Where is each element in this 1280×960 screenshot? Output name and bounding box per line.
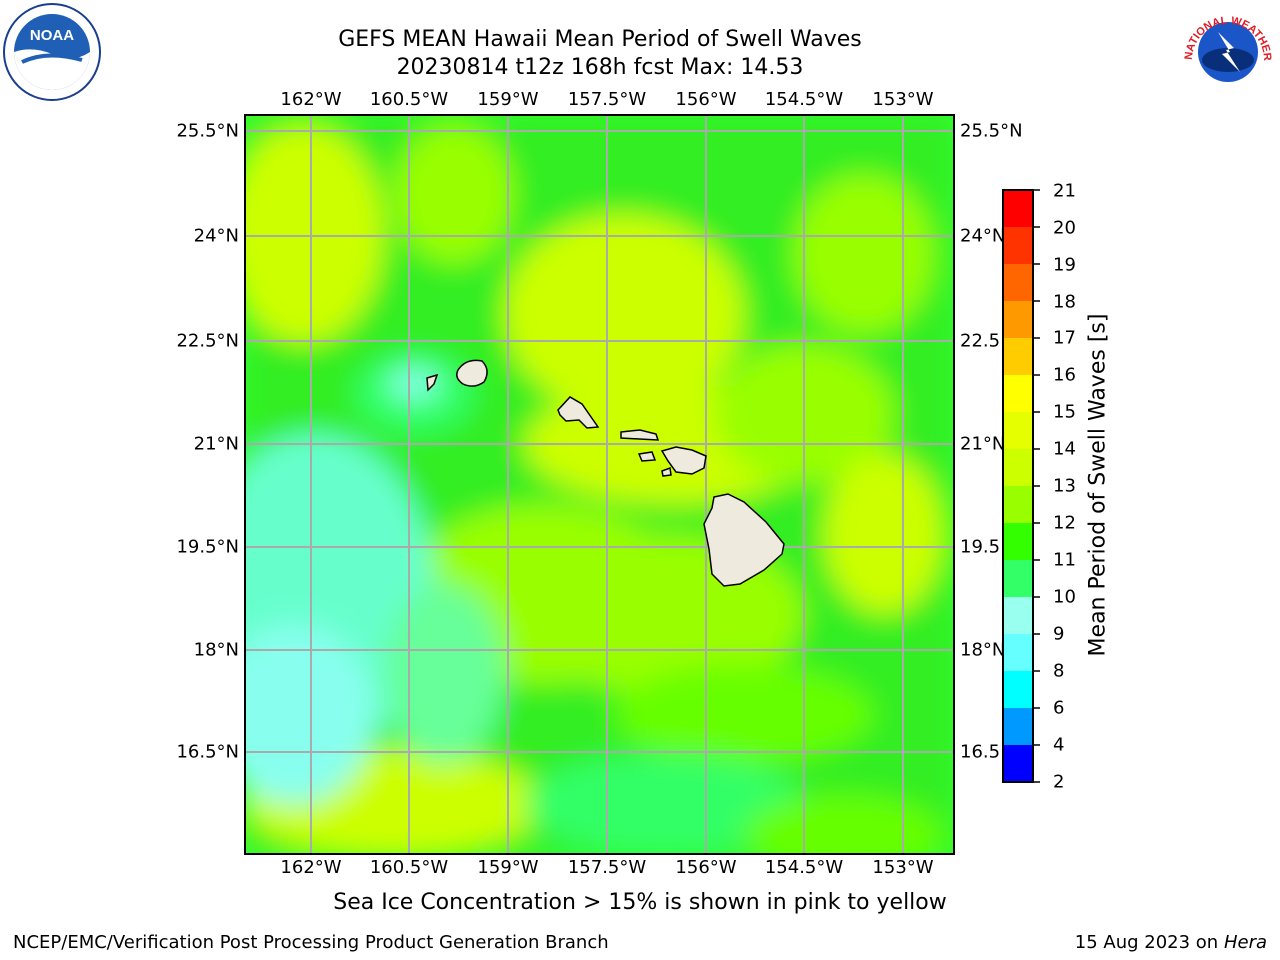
lon-label-top: 154.5°W: [764, 89, 844, 110]
island-kauai: [456, 359, 488, 387]
lat-label-left: 19.5°N: [176, 536, 239, 558]
lon-label-bottom: 162°W: [280, 857, 342, 878]
lon-label-bottom: 153°W: [872, 857, 934, 878]
nws-logo: NATIONAL WEATHER SERVICE: [1178, 2, 1276, 100]
lat-label-right: 21°N: [960, 433, 1006, 455]
colorbar-segment: [1003, 190, 1033, 228]
lon-label-top: 156°W: [675, 89, 737, 110]
colorbar-tick-label: 13: [1053, 475, 1076, 497]
lon-label-top: 159°W: [477, 89, 539, 110]
lat-label-right: 22.5: [960, 330, 1001, 352]
colorbar-segment: [1003, 597, 1033, 635]
footer-date-text: 15 Aug 2023 on: [1074, 932, 1219, 953]
lat-label-left: 22.5°N: [176, 330, 239, 352]
map-frame: [244, 114, 955, 855]
colorbar-tick-label: 4: [1053, 734, 1065, 756]
colorbar-tick-label: 17: [1053, 327, 1076, 349]
colorbar-segment: [1003, 412, 1033, 450]
island-hawaii: [703, 493, 785, 587]
colorbar-tick-label: 12: [1053, 512, 1076, 534]
colorbar-segment: [1003, 227, 1033, 265]
colorbar-segment: [1003, 301, 1033, 339]
lat-label-left: 24°N: [193, 225, 239, 247]
lon-label-top: 162°W: [280, 89, 342, 110]
lon-label-top: 157.5°W: [567, 89, 647, 110]
colorbar: [1002, 189, 1040, 783]
lon-label-bottom: 159°W: [477, 857, 539, 878]
map-gridlines: [244, 114, 955, 855]
lat-label-right: 25.5°N: [960, 120, 1023, 142]
sea-ice-note: Sea Ice Concentration > 15% is shown in …: [333, 890, 947, 915]
lat-label-right: 19.5: [960, 536, 1001, 558]
island-maui: [660, 446, 707, 475]
colorbar-label: Mean Period of Swell Waves [s]: [1085, 313, 1111, 657]
colorbar-segment: [1003, 560, 1033, 598]
lon-label-bottom: 154.5°W: [764, 857, 844, 878]
colorbar-frame: [1002, 189, 1034, 783]
colorbar-segment: [1003, 708, 1033, 746]
island-oahu: [557, 396, 600, 429]
colorbar-tick-label: 18: [1053, 291, 1076, 313]
colorbar-tick-label: 6: [1053, 697, 1065, 719]
colorbar-segment: [1003, 338, 1033, 376]
island-molokai: [620, 429, 660, 441]
footer-date: 15 Aug 2023 on Hera: [1075, 932, 1267, 953]
island-kahoolawe: [661, 466, 672, 477]
lat-label-left: 21°N: [193, 433, 239, 455]
island-lanai: [637, 451, 657, 462]
colorbar-tick-label: 14: [1053, 438, 1076, 460]
colorbar-tick-label: 2: [1053, 771, 1065, 793]
colorbar-segment: [1003, 745, 1033, 783]
colorbar-segment: [1003, 375, 1033, 413]
lat-label-right: 24°N: [960, 225, 1006, 247]
colorbar-segment: [1003, 671, 1033, 709]
colorbar-tick-label: 15: [1053, 401, 1076, 423]
colorbar-segment: [1003, 523, 1033, 561]
lat-label-left: 25.5°N: [176, 120, 239, 142]
lat-label-left: 16.5°N: [176, 741, 239, 763]
colorbar-tick-label: 11: [1053, 549, 1076, 571]
swell-period-field: [244, 114, 955, 855]
colorbar-segment: [1003, 264, 1033, 302]
noaa-logo: NOAA: [3, 3, 101, 101]
chart-subtitle-run: 20230814 t12z 168h fcst Max: 14.53: [396, 55, 804, 80]
footer-machine: Hera: [1223, 932, 1267, 953]
lon-label-bottom: 160.5°W: [369, 857, 449, 878]
colorbar-segment: [1003, 486, 1033, 524]
colorbar-tick-label: 10: [1053, 586, 1076, 608]
island-outlines: [426, 359, 785, 587]
chart-title: GEFS MEAN Hawaii Mean Period of Swell Wa…: [338, 27, 862, 52]
island-niihau: [426, 373, 439, 392]
colorbar-tick-label: 19: [1053, 254, 1076, 276]
map-panel: [244, 114, 955, 855]
colorbar-segment: [1003, 449, 1033, 487]
footer-credit: NCEP/EMC/Verification Post Processing Pr…: [13, 932, 609, 953]
colorbar-tick-label: 20: [1053, 217, 1076, 239]
lat-label-right: 16.5: [960, 741, 1001, 763]
colorbar-tick-label: 9: [1053, 623, 1065, 645]
noaa-logo-text: NOAA: [30, 27, 74, 44]
lon-label-top: 160.5°W: [369, 89, 449, 110]
lat-label-right: 18°N: [960, 639, 1006, 661]
lon-label-bottom: 156°W: [675, 857, 737, 878]
lon-label-bottom: 157.5°W: [567, 857, 647, 878]
colorbar-segment: [1003, 634, 1033, 672]
colorbar-tick-label: 8: [1053, 660, 1065, 682]
colorbar-tick-label: 21: [1053, 180, 1076, 202]
colorbar-tick-label: 16: [1053, 364, 1076, 386]
lon-label-top: 153°W: [872, 89, 934, 110]
lat-label-left: 18°N: [193, 639, 239, 661]
